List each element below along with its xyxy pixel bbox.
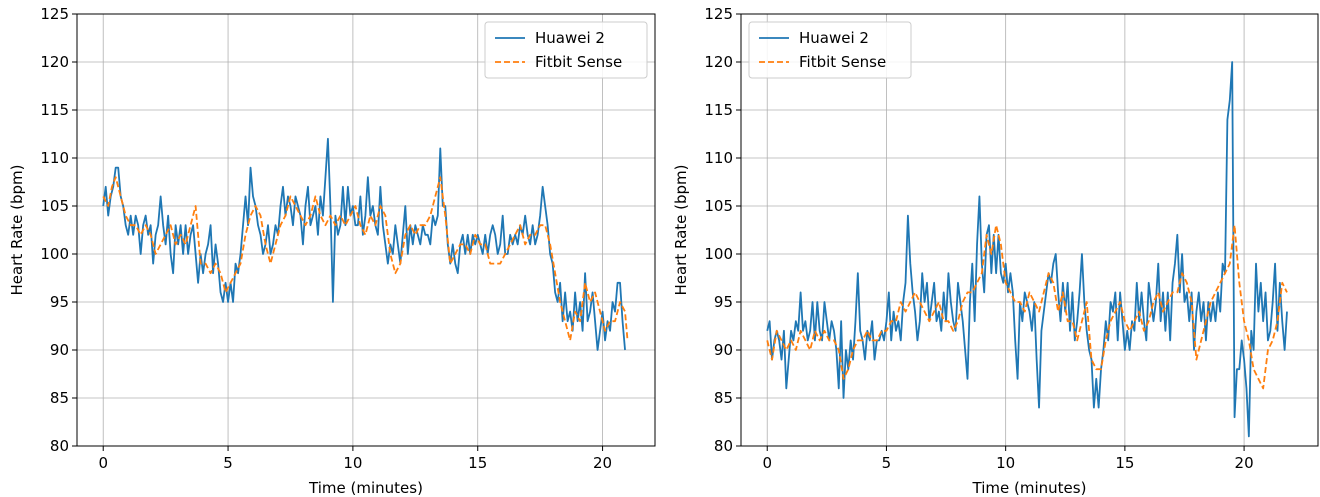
y-tick-label: 110 — [704, 149, 733, 167]
y-tick-label: 100 — [704, 245, 733, 263]
chart-panel-2: 0 5 10 15 20 80 85 90 95 100 105 110 115 120 125 Time (… — [672, 5, 1319, 497]
y-tick-label: 105 — [40, 197, 69, 215]
legend-label: Fitbit Sense — [535, 53, 622, 71]
x-tick-label: 20 — [1235, 454, 1254, 472]
y-tick-label: 115 — [40, 101, 69, 119]
y-tick-label: 125 — [40, 5, 69, 23]
legend-label: Fitbit Sense — [799, 53, 886, 71]
y-tick-label: 80 — [714, 437, 733, 455]
x-tick-label: 15 — [1115, 454, 1134, 472]
legend-box — [748, 21, 912, 79]
y-axis-label: Heart Rate (bpm) — [8, 164, 26, 295]
x-tick-label: 10 — [996, 454, 1015, 472]
x-tick-label: 0 — [762, 454, 772, 472]
y-tick-label: 105 — [704, 197, 733, 215]
y-tick-label: 115 — [704, 101, 733, 119]
x-tick-label: 15 — [468, 454, 487, 472]
x-tick-label: 20 — [593, 454, 612, 472]
y-tick-label: 95 — [50, 293, 69, 311]
x-tick-label: 5 — [223, 454, 233, 472]
y-tick-label: 80 — [50, 437, 69, 455]
series-line-huawei-2 — [102, 137, 626, 351]
series-line-huawei-2 — [766, 61, 1288, 438]
plot-frame — [740, 13, 1319, 447]
legend: Huawei 2 Fitbit Sense — [748, 21, 912, 79]
legend-label: Huawei 2 — [535, 29, 605, 47]
y-tick-label: 90 — [50, 341, 69, 359]
x-axis-label: Time (minutes) — [308, 479, 423, 497]
legend-label: Huawei 2 — [799, 29, 869, 47]
series-line-fitbit-sense — [766, 224, 1288, 390]
chart-panel-1: 0 5 10 15 20 80 85 90 95 100 105 110 115 120 125 Time (… — [8, 5, 656, 497]
y-tick-label: 95 — [714, 293, 733, 311]
y-tick-label: 90 — [714, 341, 733, 359]
y-tick-label: 120 — [40, 53, 69, 71]
y-tick-label: 85 — [714, 389, 733, 407]
series-line-fitbit-sense — [102, 176, 629, 342]
y-tick-label: 110 — [40, 149, 69, 167]
y-axis-label: Heart Rate (bpm) — [672, 164, 690, 295]
x-tick-label: 5 — [882, 454, 892, 472]
x-axis-label: Time (minutes) — [972, 479, 1087, 497]
legend-box — [484, 21, 648, 79]
x-tick-label: 0 — [98, 454, 108, 472]
plot-frame — [76, 13, 656, 447]
y-tick-label: 125 — [704, 5, 733, 23]
legend: Huawei 2 Fitbit Sense — [484, 21, 648, 79]
y-tick-label: 100 — [40, 245, 69, 263]
x-tick-label: 10 — [343, 454, 362, 472]
y-tick-label: 120 — [704, 53, 733, 71]
y-tick-label: 85 — [50, 389, 69, 407]
